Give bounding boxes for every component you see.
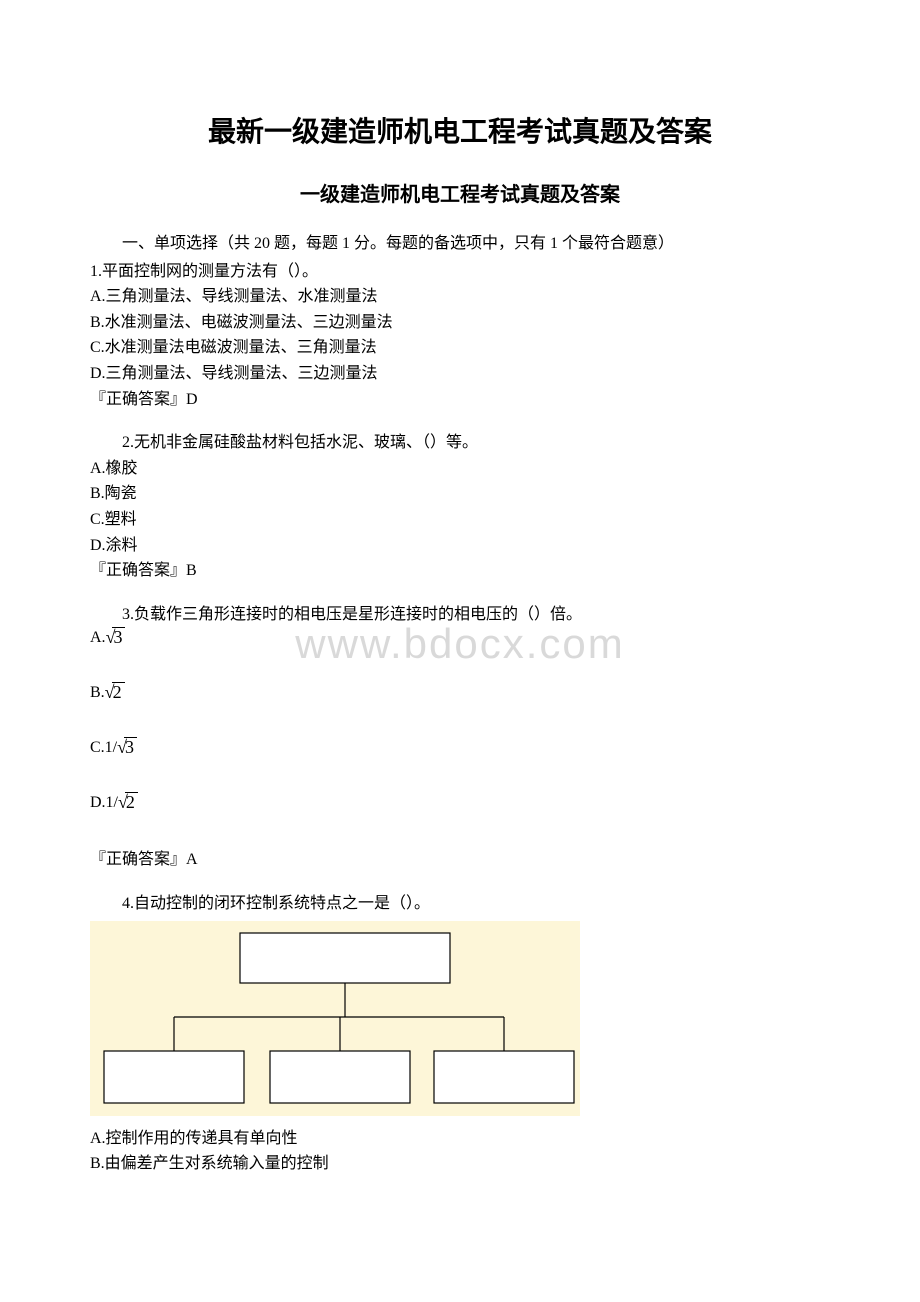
org-chart-diagram bbox=[90, 921, 580, 1116]
q3-b-prefix: B. bbox=[90, 684, 105, 702]
q2-option-c: C.塑料 bbox=[90, 507, 830, 533]
q3-a-prefix: A. bbox=[90, 629, 106, 647]
question-1: 1.平面控制网的测量方法有（）。 A.三角测量法、导线测量法、水准测量法 B.水… bbox=[90, 259, 830, 413]
q2-option-d: D.涂料 bbox=[90, 533, 830, 559]
q2-stem: 2.无机非金属硅酸盐材料包括水泥、玻璃、（）等。 bbox=[90, 430, 830, 456]
sqrt-icon: 2 bbox=[118, 792, 138, 813]
question-3: 3.负载作三角形连接时的相电压是星形连接时的相电压的（）倍。 A. 3 B. 2… bbox=[90, 602, 830, 873]
q3-option-d: D.1/ 2 bbox=[90, 792, 830, 813]
q3-d-prefix: D.1/ bbox=[90, 794, 118, 812]
q2-option-b: B.陶瓷 bbox=[90, 481, 830, 507]
main-title: 最新一级建造师机电工程考试真题及答案 bbox=[90, 110, 830, 150]
q3-option-c: C.1/ 3 bbox=[90, 737, 830, 758]
section-intro: 一、单项选择（共 20 题，每题 1 分。每题的备选项中，只有 1 个最符合题意… bbox=[90, 231, 830, 257]
q4-option-a: A.控制作用的传递具有单向性 bbox=[90, 1126, 830, 1152]
q2-option-a: A.橡胶 bbox=[90, 456, 830, 482]
q3-c-prefix: C.1/ bbox=[90, 739, 117, 757]
q1-option-b: B.水准测量法、电磁波测量法、三边测量法 bbox=[90, 310, 830, 336]
q1-option-a: A.三角测量法、导线测量法、水准测量法 bbox=[90, 284, 830, 310]
q3-option-b: B. 2 bbox=[90, 682, 830, 703]
subtitle: 一级建造师机电工程考试真题及答案 bbox=[90, 178, 830, 207]
sqrt-icon: 2 bbox=[105, 682, 125, 703]
question-2: 2.无机非金属硅酸盐材料包括水泥、玻璃、（）等。 A.橡胶 B.陶瓷 C.塑料 … bbox=[90, 430, 830, 584]
q2-answer: 『正确答案』B bbox=[90, 558, 830, 584]
q3-option-a: A. 3 bbox=[90, 627, 830, 648]
question-4: 4.自动控制的闭环控制系统特点之一是（）。 A.控制作用的传递具有单向性 B.由… bbox=[90, 891, 830, 1177]
q1-option-d: D.三角测量法、导线测量法、三边测量法 bbox=[90, 361, 830, 387]
document-content: 最新一级建造师机电工程考试真题及答案 一级建造师机电工程考试真题及答案 一、单项… bbox=[90, 110, 830, 1177]
q1-stem: 1.平面控制网的测量方法有（）。 bbox=[90, 259, 830, 285]
q1-option-c: C.水准测量法电磁波测量法、三角测量法 bbox=[90, 335, 830, 361]
q4-option-b: B.由偏差产生对系统输入量的控制 bbox=[90, 1151, 830, 1177]
q1-answer: 『正确答案』D bbox=[90, 387, 830, 413]
q4-stem: 4.自动控制的闭环控制系统特点之一是（）。 bbox=[90, 891, 830, 917]
sqrt-icon: 3 bbox=[117, 737, 137, 758]
sqrt-icon: 3 bbox=[106, 627, 126, 648]
q3-answer: 『正确答案』A bbox=[90, 847, 830, 873]
q3-stem: 3.负载作三角形连接时的相电压是星形连接时的相电压的（）倍。 bbox=[90, 602, 830, 628]
